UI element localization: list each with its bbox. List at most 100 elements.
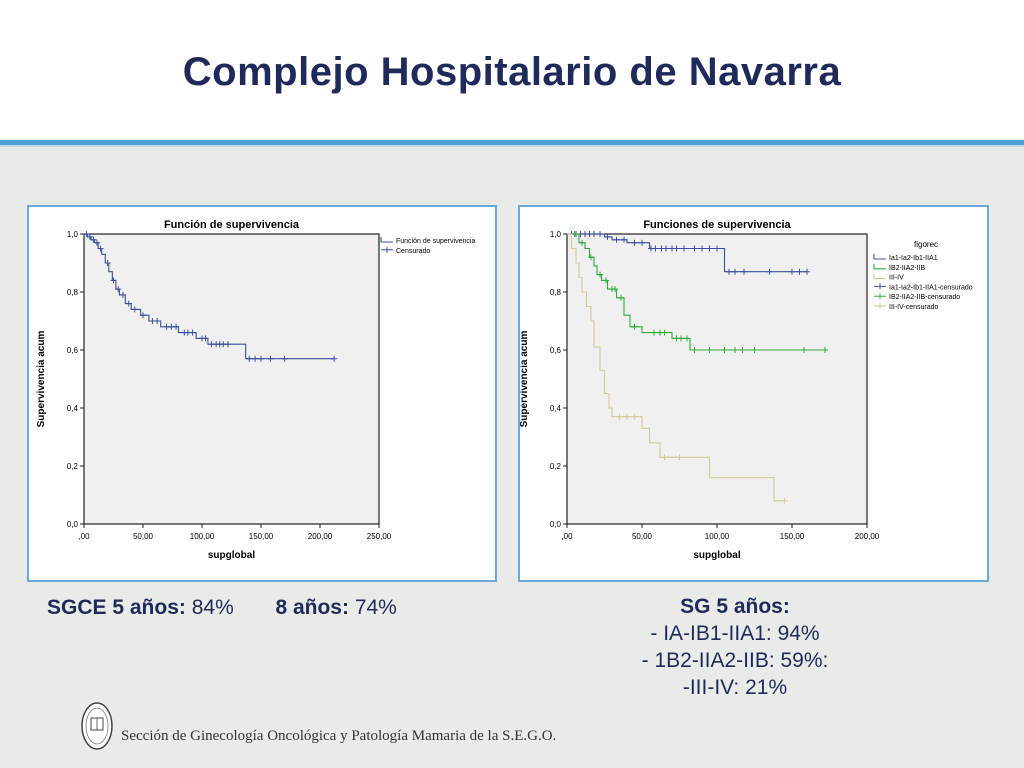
censored-mark	[93, 239, 100, 246]
legend-marker-censored	[874, 293, 886, 300]
legend-marker-censored	[874, 283, 886, 290]
censored-mark	[616, 413, 623, 420]
censored-mark	[706, 347, 713, 353]
y-tick-label: 0,0	[67, 520, 79, 529]
x-tick-label: 50,00	[133, 532, 154, 541]
x-tick-label: 150,00	[249, 532, 274, 541]
series-line-2	[567, 233, 785, 502]
censored-mark	[766, 268, 773, 275]
censored-mark	[110, 277, 117, 284]
legend-item: III-IV	[889, 275, 904, 282]
survival-chart-overall-svg: Función de supervivencia 0,0 0,2 0,4 0,6 0,8 1…	[36, 219, 475, 561]
legend-title: figorec	[914, 240, 938, 249]
x-tick-label: ,00	[561, 532, 573, 541]
censored-mark	[612, 286, 618, 293]
censored-mark	[90, 236, 97, 243]
y-axis-label: Supervivencia acum	[520, 331, 530, 428]
x-tick-label: 50,00	[632, 532, 653, 541]
legend-marker-line	[873, 254, 886, 260]
censored-mark	[252, 355, 259, 362]
censored-mark	[639, 239, 645, 246]
chart-title: Función de supervivencia	[164, 219, 300, 231]
survival-chart-by-stage-svg: Funciones de supervivencia 0,0 0,2 0,4 0,6 0,…	[520, 219, 973, 561]
censored-mark	[741, 268, 747, 275]
censored-mark	[732, 347, 738, 353]
censored-mark	[613, 236, 620, 243]
x-tick-label: 100,00	[190, 532, 215, 541]
censored-mark	[673, 245, 680, 252]
x-tick-label: 250,00	[367, 532, 392, 541]
header-accent-rule	[0, 140, 1024, 145]
y-tick-label: 0,2	[67, 462, 79, 471]
legend-marker-line	[873, 273, 886, 280]
censored-mark	[631, 239, 638, 246]
censored-mark	[621, 236, 627, 243]
censored-mark	[597, 271, 603, 278]
censored-mark	[624, 413, 630, 420]
censored-mark	[663, 245, 669, 252]
legend-marker-censored	[874, 303, 886, 309]
censored-mark	[603, 277, 609, 284]
censored-mark	[721, 347, 728, 353]
censored-mark	[246, 355, 253, 362]
censored-mark	[822, 347, 828, 353]
legend-item: Ia1-Ia2-Ib1-IIA1	[889, 255, 938, 262]
x-axis-label: supglobal	[208, 550, 255, 561]
censored-mark	[131, 306, 138, 313]
censored-mark	[618, 294, 624, 301]
legend-marker-line	[873, 263, 886, 270]
censored-mark	[591, 231, 597, 237]
censored-mark	[726, 268, 732, 275]
overall-survival-caption: SGCE 5 años: 84% 8 años: 74%	[47, 596, 397, 620]
censored-mark	[789, 268, 795, 275]
censored-mark	[258, 355, 264, 362]
slide-title: Complejo Hospitalario de Navarra	[182, 50, 842, 94]
censored-mark	[652, 245, 659, 252]
censored-mark	[732, 268, 738, 275]
y-tick-label: 0,2	[550, 462, 562, 471]
censored-mark	[651, 329, 657, 336]
censored-mark	[631, 413, 638, 420]
censored-mark	[801, 347, 807, 353]
legend-item: III-IV-censurado	[889, 304, 939, 311]
caption-line-stage-1: - IA-IB1-IIA1: 94%	[650, 622, 820, 645]
legend-item: Censurado	[396, 248, 430, 255]
censored-mark	[173, 323, 180, 330]
censored-mark	[597, 231, 603, 237]
censored-mark	[83, 231, 90, 237]
censored-mark	[678, 335, 684, 342]
censored-mark	[571, 231, 578, 237]
censored-mark	[684, 335, 690, 342]
chart-title: Funciones de supervivencia	[643, 219, 791, 231]
censored-mark	[661, 454, 668, 461]
censored-mark	[104, 260, 111, 266]
censored-mark	[202, 335, 209, 342]
censored-mark	[781, 497, 788, 504]
censored-mark	[796, 268, 803, 275]
y-tick-label: 0,6	[550, 346, 562, 355]
censored-mark	[681, 245, 687, 252]
caption-value-5y: 84%	[191, 596, 234, 619]
censored-mark	[224, 341, 231, 348]
survival-chart-overall: Función de supervivencia 0,0 0,2 0,4 0,6 0,8 1…	[27, 205, 497, 582]
censored-mark	[699, 245, 705, 252]
censored-mark	[706, 245, 713, 252]
censored-mark	[331, 355, 338, 362]
caption-heading: SG 5 años:	[680, 595, 790, 618]
y-tick-label: 0,8	[67, 288, 79, 297]
censored-mark	[97, 245, 104, 252]
header-band	[0, 0, 1024, 140]
censored-mark	[604, 233, 611, 240]
header-accent-rule-secondary	[0, 145, 1024, 147]
caption-value-8y: 74%	[354, 596, 397, 619]
plot-area	[83, 233, 380, 525]
caption-label-5y: SGCE 5 años:	[47, 596, 186, 619]
y-tick-label: 0,0	[550, 520, 562, 529]
censored-mark	[661, 329, 668, 336]
censored-mark	[267, 355, 274, 362]
legend-item: Función de supervivencia	[396, 238, 475, 245]
footer-text: Sección de Ginecología Oncológica y Pato…	[121, 728, 557, 744]
y-tick-label: 0,4	[67, 404, 79, 413]
y-axis-label: Supervivencia acum	[36, 331, 47, 428]
x-tick-label: 200,00	[308, 532, 333, 541]
